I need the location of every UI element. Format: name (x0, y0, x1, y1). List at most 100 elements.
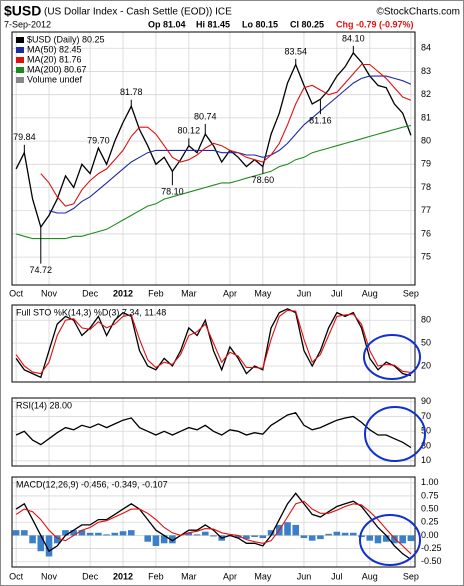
histogram-bar (325, 533, 332, 536)
source: ©StockCharts.com (376, 7, 460, 18)
histogram-bar (350, 532, 357, 536)
y-tick-label: -0.50 (421, 556, 442, 566)
panel-title: Full STO %K(14,3) %D(3) 7.34, 11.48 (16, 307, 166, 317)
histogram-bar (234, 535, 242, 539)
histogram-bar (193, 534, 201, 536)
x-tick-label: Jun (297, 288, 312, 298)
x-tick-label: Jun (297, 571, 312, 581)
x-tick-label: 2012 (113, 288, 133, 298)
histogram-bar (333, 531, 341, 536)
y-tick-label: 78 (421, 182, 431, 192)
legend-swatch (16, 37, 24, 43)
x-tick-label: Sep (403, 571, 419, 581)
change: Chg -0.79 (-0.97%) (336, 19, 414, 29)
histogram-bar (284, 522, 291, 536)
x-tick-label: Feb (148, 571, 164, 581)
histogram-bar (111, 532, 119, 536)
y-tick-label: 77 (421, 205, 431, 215)
series-line (15, 500, 412, 555)
symbol: $USD (4, 3, 41, 19)
histogram-bar (382, 535, 390, 542)
y-tick-label: 75 (421, 252, 431, 262)
annotation: 83.54 (284, 46, 307, 56)
histogram-bar (70, 530, 77, 536)
open: Op 81.04 (148, 19, 186, 29)
x-tick-label: Mar (181, 288, 197, 298)
histogram-bar (185, 532, 193, 536)
y-tick-label: 83 (421, 66, 431, 76)
panel-frame (11, 397, 416, 467)
annotation: 78.10 (161, 187, 184, 197)
y-tick-label: 50 (421, 337, 431, 347)
y-tick-label: 70 (421, 411, 431, 421)
legend-swatch (16, 57, 24, 63)
histogram-bar (292, 524, 300, 536)
histogram-bar (29, 535, 36, 544)
histogram-bar (37, 535, 45, 552)
series-line (15, 309, 411, 375)
y-tick-label: 90 (421, 396, 431, 406)
histogram-bar (103, 534, 110, 536)
histogram-bar (144, 535, 151, 542)
histogram-bar (300, 535, 308, 539)
y-tick-label: 0.25 (421, 517, 439, 527)
legend-label: MA(200) 80.67 (27, 64, 87, 74)
panel-frame (11, 31, 416, 286)
histogram-bar (267, 530, 275, 536)
histogram-bar (308, 535, 316, 541)
x-tick-label: Nov (41, 288, 58, 298)
annotation: 78.60 (252, 175, 275, 185)
x-tick-label: Apr (223, 571, 237, 581)
x-tick-label: Apr (223, 288, 237, 298)
histogram-bar (169, 535, 176, 544)
y-tick-label: 76 (421, 228, 431, 238)
y-tick-label: -0.25 (421, 543, 442, 553)
x-tick-label: Jul (331, 571, 343, 581)
legend-label: MA(50) 82.45 (27, 44, 82, 54)
panel-title: RSI(14) 28.00 (16, 400, 72, 410)
annotation: 79.70 (87, 135, 110, 145)
x-tick-label: Oct (9, 288, 24, 298)
histogram-bar (62, 530, 69, 536)
histogram-bar (119, 531, 127, 536)
panel-frame (11, 476, 416, 568)
y-tick-label: 0.00 (421, 530, 439, 540)
x-tick-label: Sep (403, 288, 419, 298)
legend-label: MA(20) 81.76 (27, 54, 82, 64)
histogram-bar (53, 535, 61, 544)
x-tick-label: Nov (41, 571, 58, 581)
histogram-bar (12, 530, 20, 536)
series-line (15, 308, 412, 379)
histogram-bar (259, 535, 267, 539)
y-tick-label: 81 (421, 112, 431, 122)
histogram-bar (201, 531, 209, 536)
x-tick-label: 2012 (113, 571, 133, 581)
series-line (40, 63, 412, 207)
highlight-circle (364, 406, 426, 462)
low: Lo 80.15 (242, 19, 278, 29)
histogram-bar (358, 535, 365, 537)
x-tick-label: May (254, 288, 272, 298)
histogram-bar (391, 535, 398, 544)
histogram-bar (78, 530, 86, 536)
series-line (15, 124, 412, 240)
x-tick-label: May (254, 571, 272, 581)
x-tick-label: Feb (148, 288, 164, 298)
y-tick-label: 0.50 (421, 503, 439, 513)
histogram-bar (399, 535, 406, 544)
legend-swatch (16, 47, 24, 53)
y-tick-label: 30 (421, 440, 431, 450)
y-tick-label: 1.00 (421, 477, 439, 487)
high: Hi 81.45 (196, 19, 230, 29)
y-tick-label: 82 (421, 89, 431, 99)
y-tick-label: 80 (421, 315, 431, 325)
annotation: 80.74 (194, 111, 217, 121)
legend-label: $USD (Daily) 80.25 (27, 34, 105, 44)
annotation: 84.10 (342, 33, 365, 43)
histogram-bar (366, 535, 374, 541)
panel-title: MACD(12,26,9) -0.456, -0.349, -0.107 (16, 479, 168, 489)
histogram-bar (86, 532, 94, 536)
